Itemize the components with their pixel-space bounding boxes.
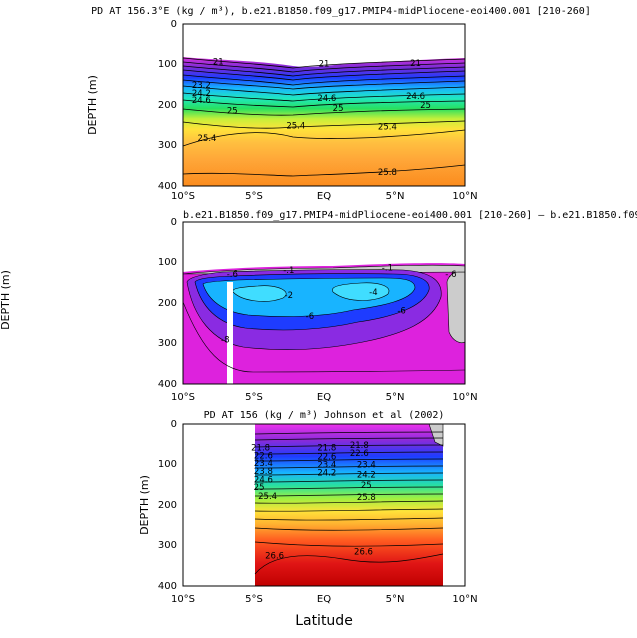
- panel-1-ylabel: DEPTH (m): [86, 75, 99, 135]
- y-tick: 200: [158, 100, 177, 111]
- contour-label: 26.6: [354, 548, 373, 558]
- x-tick: 10°S: [171, 594, 195, 605]
- x-tick: 5°N: [386, 191, 405, 202]
- x-tick: 5°S: [245, 392, 263, 403]
- y-tick: 100: [158, 459, 177, 470]
- x-tick: 5°S: [245, 191, 263, 202]
- contour-label: 21: [410, 59, 421, 69]
- y-tick: 300: [158, 338, 177, 349]
- panel-2-y-ticks: 0 100 200 300 400: [158, 217, 177, 390]
- panel-3-y-ticks: 0 100 200 300 400: [158, 419, 177, 592]
- contour-label: 24.2: [317, 469, 336, 479]
- contour-label: 24.2: [357, 471, 376, 481]
- contour-label: 24.6: [192, 96, 211, 106]
- panel-1-plot: [182, 23, 466, 187]
- contour-label: 21: [213, 57, 224, 67]
- panel-3-contour-labels: 21.822.623.423.824.62525.421.822.623.424…: [251, 441, 376, 561]
- contour-label: 25.8: [378, 168, 397, 178]
- contour-label: 26.6: [265, 552, 284, 562]
- y-tick: 300: [158, 540, 177, 551]
- x-tick: 10°S: [171, 392, 195, 403]
- contour-label: 24.6: [317, 94, 336, 104]
- x-tick: 10°N: [452, 594, 477, 605]
- y-tick: 400: [158, 581, 177, 592]
- panel-3-plot: [182, 423, 466, 587]
- contour-label: 25.4: [258, 492, 277, 502]
- panel-1-y-ticks: 0 100 200 300 400: [158, 19, 177, 192]
- contour-label: -.6: [227, 270, 238, 280]
- panel-3: PD AT 156 (kg / m³) Johnson et al (2002): [138, 410, 478, 629]
- y-tick: 200: [158, 500, 177, 511]
- x-tick: 5°N: [386, 392, 405, 403]
- x-tick: EQ: [317, 191, 331, 202]
- y-tick: 0: [171, 419, 177, 430]
- contour-label: 21: [319, 59, 330, 69]
- y-tick: 0: [171, 19, 177, 30]
- x-tick: 10°N: [452, 191, 477, 202]
- x-tick: 10°N: [452, 392, 477, 403]
- contour-label: 25.4: [286, 121, 305, 131]
- x-tick: 5°N: [386, 594, 405, 605]
- panel-1-x-ticks: 10°S 5°S EQ 5°N 10°N: [171, 191, 478, 202]
- contour-label: 25.4: [198, 134, 217, 144]
- contour-label: 25: [420, 101, 431, 111]
- contour-label: -8: [221, 335, 229, 345]
- y-tick: 400: [158, 379, 177, 390]
- contour-label: -.1: [283, 266, 294, 276]
- y-tick: 300: [158, 140, 177, 151]
- contour-label: 24.2: [192, 89, 211, 99]
- x-tick: 5°S: [245, 594, 263, 605]
- x-tick: EQ: [317, 594, 331, 605]
- contour-label: -2: [285, 291, 293, 301]
- x-tick: EQ: [317, 392, 331, 403]
- y-tick: 200: [158, 298, 177, 309]
- contour-label: 23.4: [254, 459, 273, 469]
- panel-2-plot: [182, 221, 466, 385]
- contour-label: -6: [397, 306, 405, 316]
- contour-label: 23.4: [357, 461, 376, 471]
- contour-label: -6: [306, 312, 314, 322]
- contour-label: 25: [333, 104, 344, 114]
- panel-3-ylabel: DEPTH (m): [138, 475, 151, 535]
- panel-2-contour-labels: -.1 -.1 -.6 -.6 -2 -4 -6 -6 -8: [221, 263, 456, 345]
- panel-1-title: PD AT 156.3°E (kg / m³), b.e21.B1850.f09…: [91, 6, 591, 17]
- contour-label: 25.8: [357, 493, 376, 503]
- x-axis-label: Latitude: [295, 613, 353, 629]
- contour-label: 23.8: [254, 467, 273, 477]
- y-tick: 100: [158, 257, 177, 268]
- contour-label: 22.6: [350, 449, 369, 459]
- panel-3-x-ticks: 10°S 5°S EQ 5°N 10°N: [171, 594, 478, 605]
- contour-label: 25: [361, 481, 372, 491]
- panel-2: b.e21.B1850.f09_g17.PMIP4-midPliocene-eo…: [0, 210, 637, 403]
- y-tick: 0: [171, 217, 177, 228]
- contour-label: 21.8: [350, 441, 369, 451]
- panel-2-ylabel: DEPTH (m): [0, 270, 12, 330]
- contour-label: 22.6: [254, 452, 273, 462]
- contour-label: 23.4: [317, 461, 336, 471]
- contour-label: 25: [254, 483, 265, 493]
- contour-label: 24.6: [254, 476, 273, 486]
- contour-label: 21.8: [317, 444, 336, 454]
- panel-3-title: PD AT 156 (kg / m³) Johnson et al (2002): [204, 410, 445, 421]
- contour-label: 25: [227, 106, 238, 116]
- panel-2-title: b.e21.B1850.f09_g17.PMIP4-midPliocene-eo…: [183, 210, 637, 221]
- contour-label: -.6: [445, 270, 456, 280]
- contour-label: 21.8: [251, 444, 270, 454]
- y-tick: 100: [158, 59, 177, 70]
- contour-label: -4: [369, 288, 377, 298]
- contour-label: 25.4: [378, 123, 397, 133]
- y-tick: 400: [158, 181, 177, 192]
- contour-label: -.1: [382, 263, 393, 273]
- x-tick: 10°S: [171, 191, 195, 202]
- contour-label: 22.6: [317, 452, 336, 462]
- contour-label: 23.2: [192, 81, 211, 91]
- panel-1: PD AT 156.3°E (kg / m³), b.e21.B1850.f09…: [86, 6, 591, 202]
- contour-label: 24.6: [406, 92, 425, 102]
- panel-2-x-ticks: 10°S 5°S EQ 5°N 10°N: [171, 392, 478, 403]
